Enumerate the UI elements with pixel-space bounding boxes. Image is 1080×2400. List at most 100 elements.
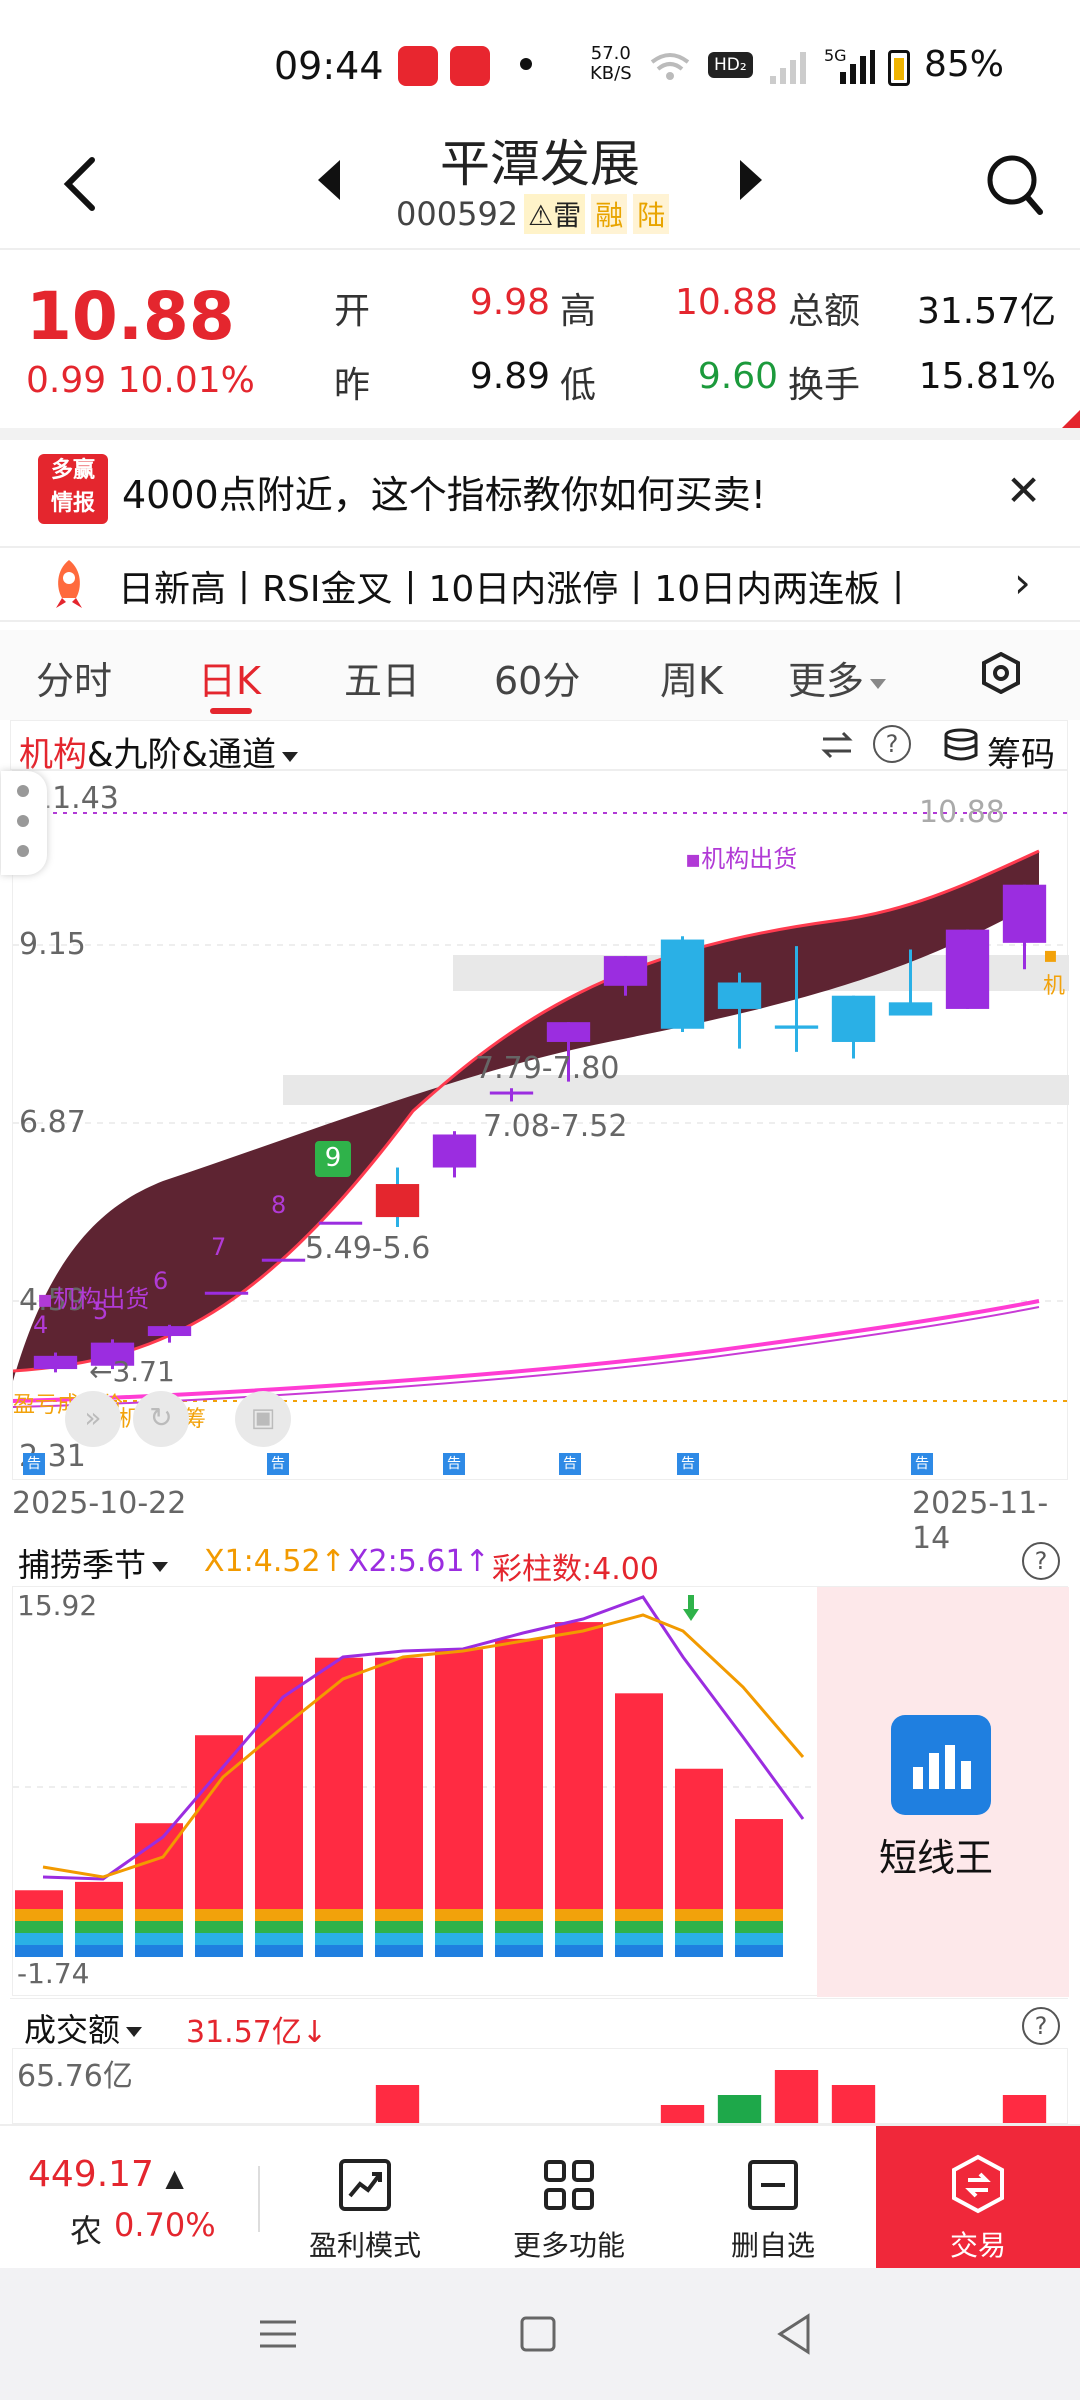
- nine-badge: 9: [315, 1141, 351, 1177]
- system-nav-bar: [0, 2268, 1080, 2400]
- more-functions-button[interactable]: 更多功能: [484, 2146, 654, 2262]
- announcement-marker[interactable]: 告: [911, 1453, 933, 1475]
- remove-watchlist-label: 删自选: [730, 2229, 815, 2262]
- date-axis: 2025-10-22 2025-11-14: [0, 1486, 1080, 1556]
- fast-forward-icon[interactable]: »: [65, 1391, 121, 1447]
- chevron-right-icon[interactable]: ›: [1014, 558, 1031, 607]
- candle-body: [375, 1184, 420, 1218]
- color-column-segment: [375, 1909, 423, 1921]
- kline-chart[interactable]: 11.43 9.15 6.87 4.59 2.31 10.88 ▪机构出货 ▪机…: [1, 770, 1069, 1480]
- indicator-selector[interactable]: 机构&九阶&通道 ? 筹码: [10, 720, 1068, 775]
- seq-label: 5: [93, 1297, 109, 1325]
- profit-mode-button[interactable]: 盈利模式: [280, 2146, 450, 2262]
- announcement-marker[interactable]: 告: [23, 1453, 45, 1475]
- amount-value: 31.57亿: [916, 291, 1056, 332]
- seq-label: 7: [211, 1233, 227, 1261]
- chips-label[interactable]: 筹码: [987, 735, 1055, 775]
- back-icon[interactable]: [774, 2312, 814, 2356]
- turnover-amount: 31.57亿↓: [186, 2015, 328, 2050]
- start-date: 2025-10-22: [12, 1486, 187, 1521]
- indicator-name-rest: &九阶&通道: [87, 735, 277, 775]
- next-stock-icon[interactable]: [740, 160, 762, 200]
- index-value[interactable]: 449.17 ▲: [28, 2154, 184, 2195]
- ma-line-2: [12, 1306, 1040, 1408]
- logo-line-2: 情报: [50, 491, 95, 516]
- trend-chart-icon: [339, 2159, 391, 2211]
- indicator-bar: [255, 1676, 303, 1955]
- x1-value: X1:4.52↑: [204, 1544, 346, 1579]
- clock: 09:44: [274, 44, 384, 88]
- indicator-name-red: 机构: [19, 735, 87, 775]
- indicator-3-svg: [375, 2070, 1047, 2123]
- app-notification-icon: [450, 46, 490, 86]
- expand-corner-icon[interactable]: [1062, 410, 1080, 428]
- announcement-marker[interactable]: 告: [677, 1453, 699, 1475]
- tab-daily-k[interactable]: 日K: [198, 659, 261, 703]
- color-column-segment: [555, 1909, 603, 1921]
- color-column-segment: [75, 1909, 123, 1921]
- color-column-segment: [195, 1933, 243, 1945]
- warning-tag[interactable]: ⚠雷: [524, 194, 586, 234]
- y-axis-label: 9.15: [19, 927, 86, 962]
- menu-icon[interactable]: [258, 2314, 298, 2354]
- drawing-icon[interactable]: ▣: [235, 1391, 291, 1447]
- help-icon[interactable]: ?: [873, 725, 911, 763]
- close-icon[interactable]: ✕: [1006, 466, 1042, 515]
- home-icon[interactable]: [518, 2314, 558, 2354]
- color-column-segment: [255, 1945, 303, 1957]
- swap-icon[interactable]: [819, 729, 855, 761]
- chevron-down-icon: [870, 678, 887, 689]
- indicator-2-selector[interactable]: 捕捞季节: [18, 1540, 169, 1586]
- indicator-name[interactable]: 机构&九阶&通道: [19, 727, 299, 776]
- indicator-3-selector[interactable]: 成交额: [24, 2005, 143, 2051]
- color-column-segment: [375, 1945, 423, 1957]
- back-arrow-icon[interactable]: [56, 154, 106, 214]
- color-column-segment: [615, 1933, 663, 1945]
- signal-label-sell: ▪机构出货: [37, 1285, 150, 1313]
- announcement-marker[interactable]: 告: [559, 1453, 581, 1475]
- bar-count: 彩柱数:4.00: [492, 1552, 659, 1587]
- tab-60min[interactable]: 60分: [494, 659, 581, 703]
- help-icon[interactable]: ?: [1022, 2007, 1060, 2045]
- prev-stock-icon[interactable]: [318, 160, 340, 200]
- short-line-king-label[interactable]: 短线王: [879, 1836, 994, 1880]
- news-banner[interactable]: 多赢 情报 4000点附近，这个指标教你如何买卖! ✕: [0, 440, 1080, 540]
- x1-line: [42, 1613, 805, 1879]
- color-column-segment: [735, 1921, 783, 1933]
- tab-five-day[interactable]: 五日: [344, 659, 421, 703]
- indicator-3-chart[interactable]: 65.76亿: [12, 2048, 1068, 2124]
- candle-body: [831, 995, 876, 1042]
- margin-tag[interactable]: 融: [591, 194, 628, 234]
- short-line-king-icon[interactable]: [891, 1715, 991, 1815]
- network-speed: 57.0 KB/S: [590, 44, 632, 84]
- tab-weekly-k[interactable]: 周K: [660, 659, 723, 703]
- bottom-toolbar: 449.17 ▲ 农 0.70% 盈利模式 更多功能 删自选: [0, 2124, 1080, 2270]
- candle-body: [147, 1326, 192, 1337]
- trade-button[interactable]: 交易: [876, 2126, 1080, 2270]
- turnover-value: 15.81%: [918, 356, 1056, 397]
- color-column-segment: [135, 1921, 183, 1933]
- tab-more[interactable]: 更多: [788, 650, 887, 705]
- indicator-2-chart[interactable]: 15.92 -1.74 短线王: [12, 1586, 1069, 1997]
- volume-bar: [660, 2105, 705, 2123]
- volume-bars: [375, 2070, 1047, 2123]
- chips-icon[interactable]: [943, 727, 979, 765]
- settings-icon[interactable]: [980, 652, 1022, 694]
- divider: [258, 2166, 260, 2232]
- zone-label: 7.08-7.52: [483, 1109, 628, 1144]
- help-icon[interactable]: ?: [1022, 1542, 1060, 1580]
- signal-marquee[interactable]: 日新高丨RSI金叉丨10日内涨停丨10日内两连板丨 ›: [0, 546, 1080, 622]
- indicator-bar: [315, 1657, 363, 1955]
- tab-intraday[interactable]: 分时: [36, 659, 113, 703]
- remove-watchlist-button[interactable]: 删自选: [688, 2146, 858, 2262]
- turnover-label: 换手: [788, 365, 861, 406]
- announcement-marker[interactable]: 告: [267, 1453, 289, 1475]
- floating-menu-button[interactable]: [1, 771, 47, 875]
- announcement-marker[interactable]: 告: [443, 1453, 465, 1475]
- color-column-segment: [135, 1933, 183, 1945]
- news-headline[interactable]: 4000点附近，这个指标教你如何买卖!: [122, 473, 766, 517]
- connect-tag[interactable]: 陆: [633, 194, 670, 234]
- replay-icon[interactable]: ↻: [133, 1391, 189, 1447]
- color-column-segment: [735, 1909, 783, 1921]
- search-icon[interactable]: [984, 150, 1044, 220]
